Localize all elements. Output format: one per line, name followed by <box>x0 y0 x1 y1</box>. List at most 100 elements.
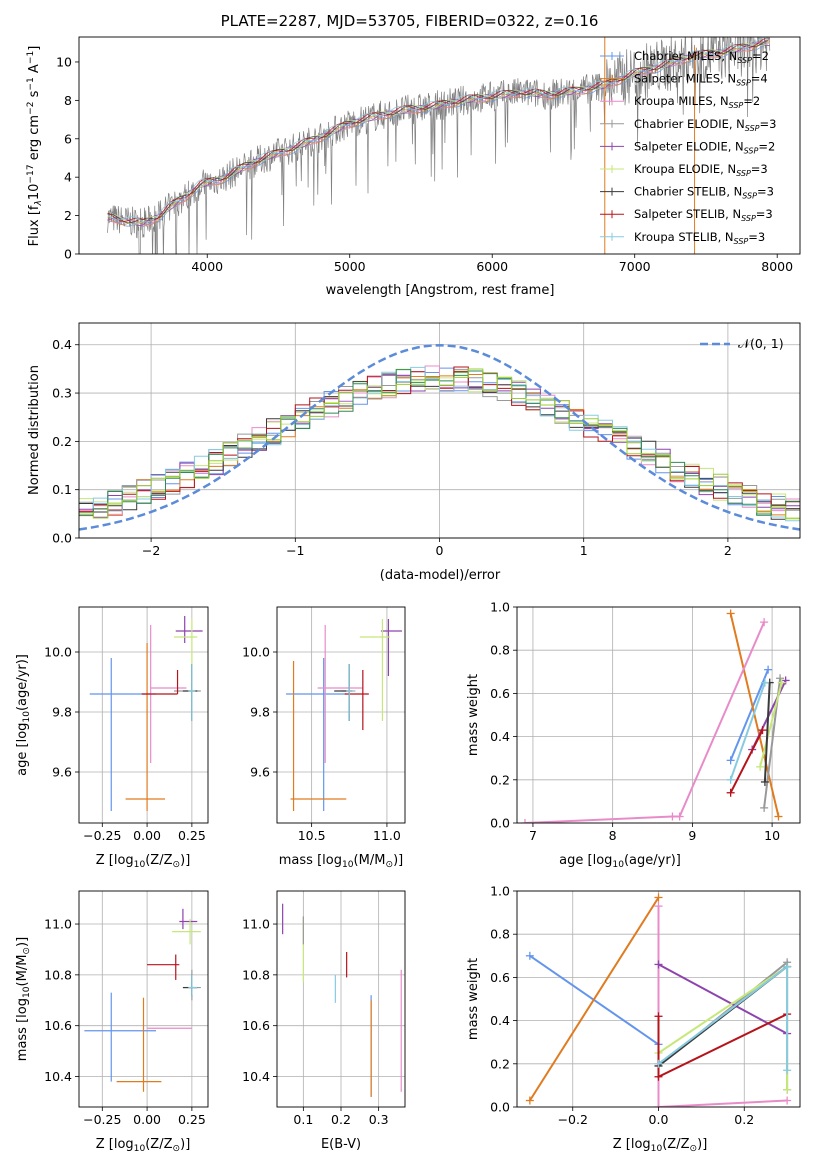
weight-line <box>657 1013 788 1079</box>
x-tick-label: 0.00 <box>133 1112 161 1127</box>
x-tick-label: 0.00 <box>133 828 161 843</box>
x-tick-label: −0.25 <box>83 828 121 843</box>
weight-line <box>657 964 789 1071</box>
y-tick-label: 10.8 <box>242 967 270 982</box>
errorbar-point <box>188 974 198 996</box>
axes-frame <box>78 890 209 1108</box>
axes-frame <box>78 322 801 539</box>
y-tick-label: 0.0 <box>490 816 510 831</box>
x-tick-label: −0.25 <box>83 1112 121 1127</box>
errorbar-point <box>179 908 198 930</box>
y-tick-label: 0.0 <box>52 531 72 546</box>
weight-series <box>760 678 774 786</box>
plot-area <box>84 908 201 1092</box>
y-tick-label: 10 <box>56 54 72 69</box>
axes-age-vs-mass: 10.5 11.0 9.6 9.8 10.0 mass [log10(M/M⊙)] <box>242 606 406 870</box>
y-tick-label: 10.0 <box>44 645 72 660</box>
weight-line <box>759 682 783 768</box>
errorbar-point <box>141 670 179 695</box>
x-tick-label: 8 <box>609 828 617 843</box>
x-axis-label: (data-model)/error <box>380 568 501 583</box>
figure-title: PLATE=2287, MJD=53705, FIBERID=0322, z=0… <box>220 12 599 30</box>
axes-weight-vs-z: −0.2 0.0 0.2 0.0 0.2 0.4 0.6 0.8 1.0 Z [log10(Z/Z… <box>466 884 801 1154</box>
errorbar-point <box>84 992 157 1082</box>
weight-line <box>729 669 770 761</box>
y-tick-label: 0.2 <box>490 1056 510 1071</box>
x-tick-label: 0.2 <box>331 1112 351 1127</box>
weight-series <box>726 609 783 821</box>
gridlines <box>79 323 800 539</box>
weight-series <box>756 678 786 771</box>
axes-weight-vs-age: 7 8 9 10 0.0 0.2 0.4 0.6 0.8 1.0 age [log10(age/yr… <box>466 600 801 870</box>
weight-line <box>729 729 764 794</box>
y-tick-label: 9.6 <box>250 765 270 780</box>
weight-series <box>654 962 792 1094</box>
y-tick-label: 10.0 <box>242 645 270 660</box>
plot-area <box>79 344 800 531</box>
x-tick-label: 10.5 <box>298 828 326 843</box>
errorbar-point <box>125 643 165 811</box>
y-axis-label: age [log10(age/yr)] <box>15 654 32 776</box>
plot-area <box>89 616 203 811</box>
observed-spectrum-line <box>107 37 771 254</box>
model-spectrum-line <box>107 37 770 223</box>
errorbar-point <box>344 670 369 730</box>
x-tick-label: 7 <box>529 828 537 843</box>
model-spectrum-line <box>107 39 770 224</box>
y-tick-label: 2 <box>64 208 72 223</box>
ticks <box>75 344 729 542</box>
residual-histogram-step <box>79 368 800 520</box>
weight-series <box>654 960 792 1038</box>
x-tick-label: 0.0 <box>649 1112 669 1127</box>
axes-mass-vs-z: −0.25 0.00 0.25 10.4 10.6 10.8 11.0 Z [log10(Z/… <box>15 890 209 1154</box>
legend-label: Kroupa STELIB, NSSP=3 <box>634 230 765 246</box>
errorbar-point <box>89 658 157 811</box>
x-tick-label: 5000 <box>334 259 366 274</box>
errorbar-point <box>317 625 363 763</box>
x-tick-label: 10 <box>764 828 780 843</box>
y-tick-label: 10.4 <box>242 1069 270 1084</box>
errorbar-point <box>188 664 196 721</box>
plot-area <box>286 619 402 811</box>
errorbar-point <box>116 997 162 1092</box>
y-tick-label: 0.2 <box>490 772 510 787</box>
y-tick-label: 0.3 <box>52 386 72 401</box>
errorbar-point <box>182 974 198 996</box>
legend-label: Kroupa ELODIE, NSSP=3 <box>634 162 768 178</box>
axes-residuals: −2 −1 0 1 2 0.0 0.1 0.2 0.3 0.4 𝒩(0, 1) (data-model… <box>27 322 801 583</box>
y-tick-label: 9.6 <box>52 765 72 780</box>
y-tick-label: 10.4 <box>44 1069 72 1084</box>
y-tick-label: 4 <box>64 170 72 185</box>
gridlines <box>277 891 405 1107</box>
plot-area <box>520 609 790 823</box>
y-axis-label: mass weight <box>466 674 481 756</box>
x-tick-label: 6000 <box>476 259 508 274</box>
errorbar-point <box>147 954 180 980</box>
y-tick-label: 0.8 <box>490 643 510 658</box>
weight-line <box>729 613 780 817</box>
ticks <box>273 651 388 827</box>
x-tick-label: 0.25 <box>178 1112 206 1127</box>
x-tick-label: 4000 <box>191 259 223 274</box>
axes-frame <box>78 606 209 824</box>
y-tick-label: 10.8 <box>44 967 72 982</box>
weight-line <box>729 682 766 781</box>
y-tick-label: 10.6 <box>44 1018 72 1033</box>
weight-series <box>654 902 792 1107</box>
legend-label: Chabrier ELODIE, NSSP=3 <box>634 117 776 133</box>
x-tick-label: 0.1 <box>293 1112 313 1127</box>
legend-label: Kroupa MILES, NSSP=2 <box>634 94 760 110</box>
y-tick-label: 0.8 <box>490 927 510 942</box>
x-axis-label: Z [log10(Z/Z⊙)] <box>96 853 191 870</box>
legend-label: Chabrier STELIB, NSSP=3 <box>634 185 774 201</box>
y-tick-label: 0 <box>64 247 72 262</box>
y-axis-label: Flux [fλ10−17 erg cm−2 s−1 A−1] <box>26 46 44 247</box>
errorbar-point <box>290 661 347 811</box>
ticks <box>75 923 193 1111</box>
legend-label: Salpeter STELIB, NSSP=3 <box>634 207 773 223</box>
axes-age-vs-z: −0.25 0.00 0.25 9.6 9.8 10.0 Z [log10(Z/Z⊙)] ag… <box>15 606 209 870</box>
y-tick-label: 0.6 <box>490 686 510 701</box>
model-spectrum-line <box>107 42 770 226</box>
x-axis-label: mass [log10(M/M⊙)] <box>279 853 403 870</box>
weight-series <box>726 726 767 797</box>
